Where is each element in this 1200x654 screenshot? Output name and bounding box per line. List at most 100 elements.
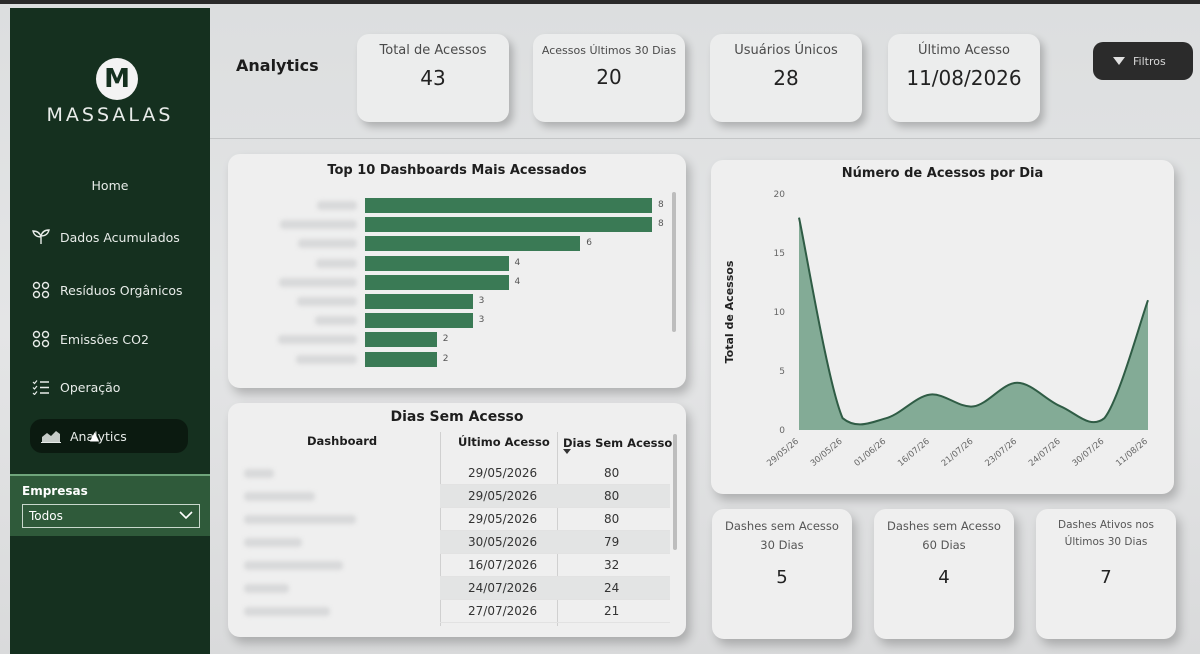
table-row[interactable]	[440, 577, 670, 600]
column-header-dias-sem-acesso[interactable]: Dias Sem Acesso	[563, 436, 673, 450]
mini-kpi-label: Dashes sem Acesso 30 Dias	[725, 519, 839, 552]
x-tick-label: 16/07/26	[896, 437, 932, 469]
x-tick-label: 21/07/26	[940, 437, 976, 469]
empresas-label: Empresas	[22, 484, 88, 498]
bar-value-label: 2	[442, 334, 449, 345]
acessos-por-dia-card: Número de Acessos por Dia 0 5 10 15 20 29/05/…	[711, 160, 1174, 494]
bar[interactable]	[365, 198, 652, 213]
kpi-total-acessos: Total de Acessos 43	[357, 34, 509, 122]
sidebar-item-label: Operação	[60, 379, 121, 395]
cell-ultimo-acesso: 24/07/2026	[468, 581, 538, 595]
bar-value-label: 8	[658, 219, 664, 230]
mini-kpi-value: 4	[938, 567, 950, 588]
x-tick-label: 29/05/26	[765, 437, 801, 469]
top-dashboards-card: Top 10 Dashboards Mais Acessados 8 8 6 4 4 3 3…	[228, 154, 686, 388]
bar[interactable]	[365, 294, 473, 309]
x-tick-label: 01/06/26	[852, 437, 888, 469]
sidebar-item-label: Resíduos Orgânicos	[60, 282, 183, 298]
bar-category-label-redacted	[298, 239, 357, 249]
table-row[interactable]	[440, 462, 670, 485]
x-tick-label: 24/07/26	[1027, 437, 1063, 469]
kpi-value: 43	[420, 66, 446, 90]
scrollbar[interactable]	[673, 434, 677, 550]
cell-ultimo-acesso: 16/07/2026	[468, 558, 538, 572]
bar-category-label-redacted	[317, 201, 357, 210]
dashboard-name-redacted	[244, 469, 274, 478]
acessos-por-dia-chart: 0 5 10 15 20 29/05/26 30/05/26 01/06/26 16/07/26…	[723, 190, 1150, 469]
dashboard-name-redacted	[244, 492, 315, 501]
filter-icon	[1113, 57, 1125, 65]
table-row[interactable]	[440, 508, 670, 531]
dashboard-name-redacted	[244, 607, 330, 616]
column-divider	[440, 432, 441, 626]
table-row[interactable]	[440, 554, 670, 577]
scrollbar[interactable]	[672, 192, 676, 332]
bar-value-label: 2	[442, 353, 449, 364]
table-row[interactable]	[440, 485, 670, 508]
sidebar-item-label: Home	[91, 177, 129, 193]
sidebar-item-analytics[interactable]: Analytics	[30, 419, 188, 453]
bar[interactable]	[365, 313, 473, 329]
sidebar-item-residuos-organicos[interactable]: Resíduos Orgânicos	[30, 273, 205, 307]
column-divider	[557, 432, 558, 626]
bar-category-label-redacted	[278, 335, 357, 345]
bar-category-label-redacted	[279, 277, 357, 287]
empresas-dropdown[interactable]: Todos	[22, 504, 200, 528]
sidebar-item-home[interactable]: Home	[10, 168, 210, 202]
bar[interactable]	[365, 274, 509, 290]
chart-title: Número de Acessos por Dia	[841, 166, 1044, 181]
mini-kpi-ativos: Dashes Ativos nos Últimos 30 Dias 7	[1036, 509, 1176, 639]
y-tick-label: 10	[774, 308, 786, 318]
header-divider	[210, 138, 1200, 139]
area-fill	[799, 217, 1148, 430]
y-axis-title: Total de Acessos	[723, 260, 736, 363]
bar[interactable]	[365, 332, 437, 348]
y-tick-label: 5	[779, 367, 785, 377]
dashboard-name-redacted	[244, 515, 356, 524]
sidebar-item-emissoes-co2[interactable]: Emissões CO2	[30, 322, 205, 356]
cell-dias-sem-acesso: 32	[604, 558, 620, 572]
empresas-selected-value: Todos	[29, 509, 63, 523]
cell-ultimo-acesso: 29/05/2026	[468, 489, 538, 503]
bar[interactable]	[365, 351, 437, 367]
sidebar-item-dados-acumulados[interactable]: Dados Acumulados	[30, 220, 205, 254]
table-row[interactable]	[440, 600, 670, 623]
cell-ultimo-acesso: 29/05/2026	[468, 466, 538, 480]
bar-category-label-redacted	[316, 258, 357, 268]
bar[interactable]	[365, 236, 581, 252]
kpi-value: 20	[596, 65, 622, 89]
bar[interactable]	[365, 217, 652, 233]
mini-kpi-60-dias: Dashes sem Acesso 60 Dias 4	[874, 509, 1014, 639]
kpi-label: Último Acesso	[918, 43, 1010, 58]
cell-dias-sem-acesso: 80	[604, 489, 620, 503]
x-tick-label: 30/05/26	[809, 437, 845, 469]
cell-dias-sem-acesso: 24	[604, 581, 620, 595]
area-chart-icon	[40, 427, 62, 445]
kpi-label: Total de Acessos	[379, 43, 487, 58]
sprout-icon	[30, 228, 52, 246]
table-row[interactable]	[440, 531, 670, 554]
bar-category-label-redacted	[296, 354, 357, 364]
cell-dias-sem-acesso: 21	[604, 604, 620, 618]
filtros-button[interactable]: Filtros	[1093, 42, 1193, 80]
bar[interactable]	[365, 255, 509, 271]
bar-value-label: 3	[478, 315, 485, 326]
bar-category-label-redacted	[280, 220, 357, 230]
column-header-dashboard[interactable]: Dashboard	[307, 434, 378, 448]
empresas-filter: Empresas Todos	[10, 474, 210, 536]
x-tick-label: 23/07/26	[983, 437, 1019, 469]
y-tick-label: 20	[774, 190, 786, 200]
cell-ultimo-acesso: 27/07/2026	[468, 604, 538, 618]
sidebar-item-label: Emissões CO2	[60, 331, 149, 347]
x-tick-label: 11/08/26	[1114, 437, 1150, 469]
top-dashboards-title: Top 10 Dashboards Mais Acessados	[327, 163, 587, 178]
column-header-ultimo-acesso[interactable]: Último Acesso	[458, 435, 550, 449]
sidebar-item-label: Analytics	[70, 428, 127, 444]
sidebar-item-operacao[interactable]: Operação	[30, 370, 205, 404]
mouse-cursor-icon: ▲	[90, 429, 100, 443]
bar-category-label-redacted	[297, 297, 357, 306]
mini-kpi-value: 7	[1100, 567, 1112, 588]
cell-dias-sem-acesso: 79	[604, 535, 620, 549]
cell-ultimo-acesso: 29/05/2026	[468, 512, 538, 526]
dashboard-name-redacted	[244, 584, 289, 593]
